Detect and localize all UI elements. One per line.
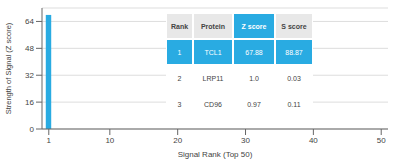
svg-text:48: 48 xyxy=(25,44,34,53)
html-text:1.0: 1.0 xyxy=(249,74,259,82)
svg-text:1: 1 xyxy=(47,136,52,145)
svg-text:20: 20 xyxy=(173,136,182,145)
html-text:1: 1 xyxy=(177,48,182,56)
svg-text:Signal Rank (Top 50): Signal Rank (Top 50) xyxy=(178,150,253,159)
html-text:0.03: 0.03 xyxy=(287,74,301,82)
html-text:CD96: CD96 xyxy=(204,100,222,108)
html-text:TCL1: TCL1 xyxy=(204,48,222,56)
svg-text:16: 16 xyxy=(25,98,34,107)
svg-text:40: 40 xyxy=(309,136,318,145)
html-text:Rank: Rank xyxy=(170,22,189,30)
html-text:88.87: 88.87 xyxy=(285,48,303,56)
svg-text:10: 10 xyxy=(105,136,114,145)
html-text:S score: S score xyxy=(281,22,307,30)
html-text:2: 2 xyxy=(177,74,182,82)
html-text:67.88: 67.88 xyxy=(245,48,263,56)
html-text:3: 3 xyxy=(177,100,182,108)
html-text:LRP11: LRP11 xyxy=(202,74,224,82)
svg-text:30: 30 xyxy=(241,136,250,145)
svg-text:Strength of Signal (Z score): Strength of Signal (Z score) xyxy=(8,22,13,114)
svg-text:64: 64 xyxy=(25,17,34,26)
html-text:0.11: 0.11 xyxy=(287,100,301,108)
svg-text:0: 0 xyxy=(30,125,35,134)
html-text:Protein: Protein xyxy=(200,22,226,30)
html-text:0.97: 0.97 xyxy=(247,100,261,108)
html-text:Z score: Z score xyxy=(241,22,267,30)
svg-text:50: 50 xyxy=(377,136,386,145)
svg-text:32: 32 xyxy=(25,71,34,80)
